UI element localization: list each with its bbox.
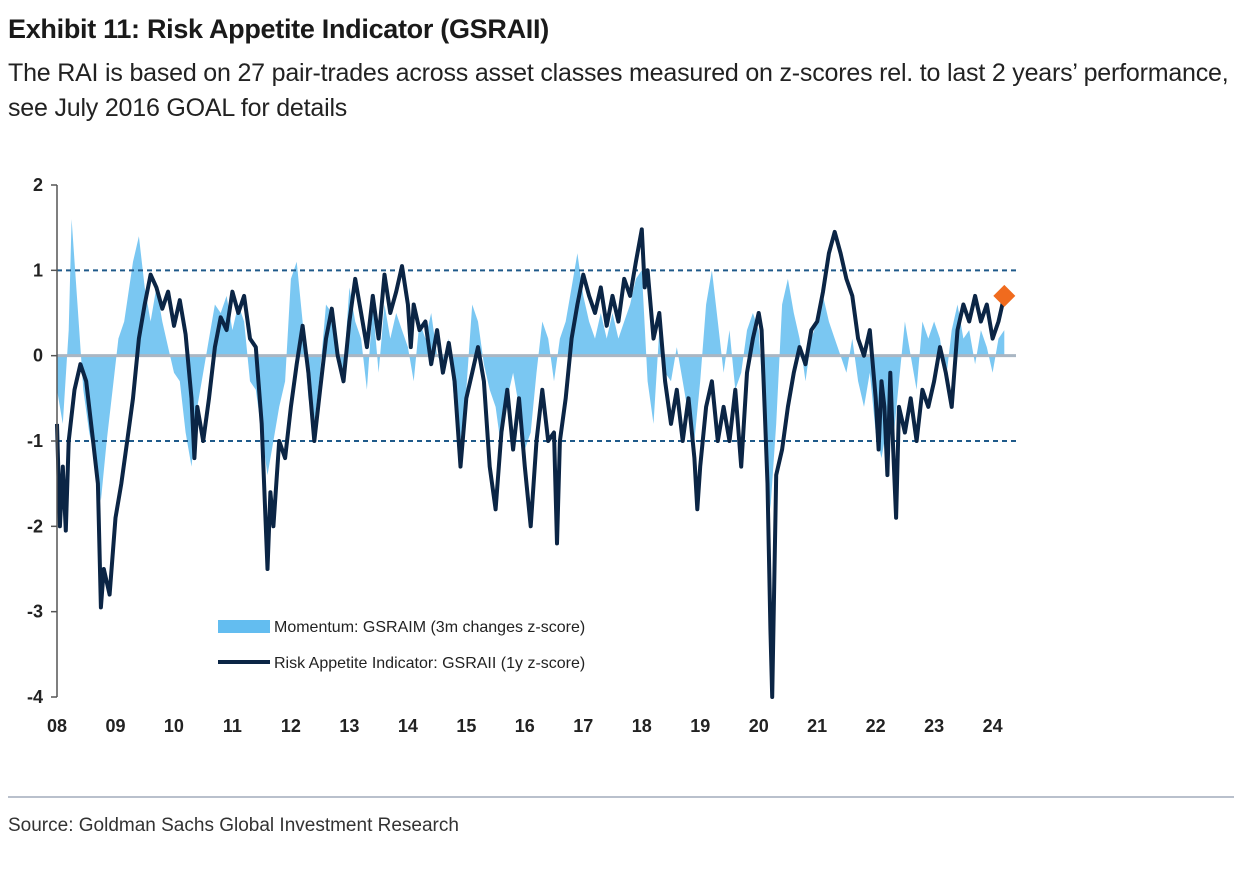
x-tick-label: 14 (398, 716, 418, 736)
y-tick-label: 2 (33, 175, 43, 195)
latest-value-marker (993, 284, 1016, 307)
exhibit-title: Exhibit 11: Risk Appetite Indicator (GSR… (8, 14, 549, 44)
x-tick-label: 24 (983, 716, 1003, 736)
legend-label-rai: Risk Appetite Indicator: GSRAII (1y z-sc… (274, 655, 585, 672)
legend-label-momentum: Momentum: GSRAIM (3m changes z-score) (274, 619, 585, 636)
x-tick-label: 15 (456, 716, 476, 736)
x-tick-label: 16 (515, 716, 535, 736)
x-tick-label: 18 (632, 716, 652, 736)
momentum-area-layer (57, 219, 1005, 510)
x-tick-label: 20 (749, 716, 769, 736)
x-tick-label: 11 (223, 716, 242, 736)
chart-legend: Momentum: GSRAIM (3m changes z-score) Ri… (218, 619, 585, 672)
x-tick-label: 19 (690, 716, 710, 736)
legend-swatch-momentum (218, 620, 270, 633)
footer-divider (8, 796, 1234, 798)
y-tick-label: -1 (27, 431, 43, 451)
x-tick-label: 12 (281, 716, 301, 736)
y-tick-label: -3 (27, 602, 43, 622)
x-tick-label: 10 (164, 716, 184, 736)
x-tick-label: 09 (105, 716, 125, 736)
y-tick-label: -2 (27, 516, 43, 536)
x-tick-label: 22 (866, 716, 886, 736)
risk-appetite-chart: 210-1-2-3-408 09 10 11 12 13 14 15 16 17 18 19 20 21 2… (27, 175, 1016, 736)
source-note: Source: Goldman Sachs Global Investment … (8, 815, 459, 836)
x-tick-label: 13 (339, 716, 359, 736)
rai-line-layer (55, 227, 1016, 699)
x-tick-label: 21 (807, 716, 827, 736)
exhibit-subtitle: The RAI is based on 27 pair-trades acros… (8, 59, 1229, 122)
momentum-area (57, 219, 1005, 510)
x-tick-label: 08 (47, 716, 67, 736)
x-tick-label: 23 (924, 716, 944, 736)
rai-line (55, 227, 1007, 699)
x-tick-label: 17 (573, 716, 593, 736)
y-tick-label: 0 (33, 346, 43, 366)
y-tick-label: -4 (27, 687, 43, 707)
chart-axes: 210-1-2-3-408 09 10 11 12 13 14 15 16 17 18 19 20 21 2… (27, 175, 1003, 736)
y-tick-label: 1 (33, 260, 43, 280)
